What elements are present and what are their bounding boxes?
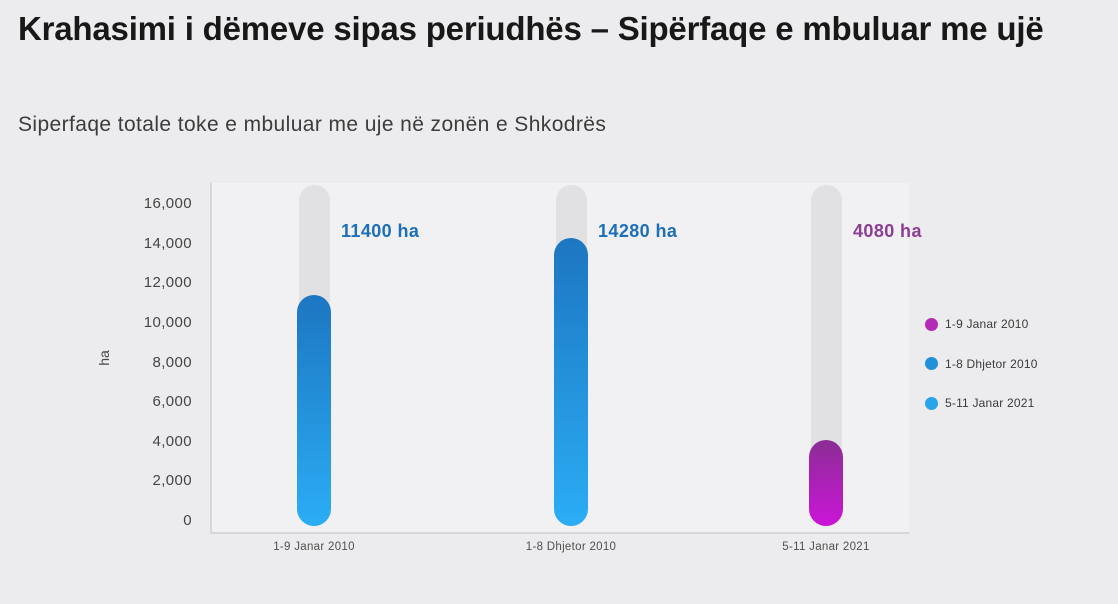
legend-label: 1-9 Janar 2010 [945,317,1029,331]
x-axis-category-label: 1-9 Janar 2010 [273,541,355,553]
bar-fill [554,238,588,526]
bar-value-label: 11400 ha [341,221,420,241]
y-tick-label: 6,000 [152,393,192,411]
bar-fill [297,295,331,526]
x-axis-category-label: 5-11 Janar 2021 [782,541,870,553]
y-tick-label: 0 [183,512,192,529]
y-tick-label: 12,000 [143,274,192,292]
legend-item: 5-11 Janar 2021 [925,395,1035,411]
bar-value-label: 14280 ha [598,221,678,241]
chart-subtitle: Siperfaqe totale toke e mbuluar me uje n… [18,113,607,136]
y-tick-label: 8,000 [152,353,192,371]
legend-label: 1-8 Dhjetor 2010 [945,356,1038,371]
legend-label: 5-11 Janar 2021 [945,396,1035,410]
legend-item: 1-8 Dhjetor 2010 [925,356,1038,372]
y-tick-label: 2,000 [152,472,192,490]
legend-dot-icon [925,317,938,331]
legend-dot-icon [925,357,938,370]
bar-value-label: 4080 ha [853,221,922,241]
y-tick-label: 16,000 [143,195,192,212]
y-tick-label: 10,000 [143,313,192,331]
legend-item: 1-9 Janar 2010 [925,316,1029,332]
x-axis-line [210,532,909,534]
x-axis-category-label: 1-8 Dhjetor 2010 [525,541,617,553]
y-tick-label: 14,000 [143,234,192,252]
page-title: Krahasimi i dëmeve sipas periudhës – Sip… [18,10,1044,47]
y-axis-line [210,183,212,533]
bar-fill [809,440,843,526]
legend-dot-icon [925,396,938,410]
y-tick-label: 4,000 [152,432,192,450]
